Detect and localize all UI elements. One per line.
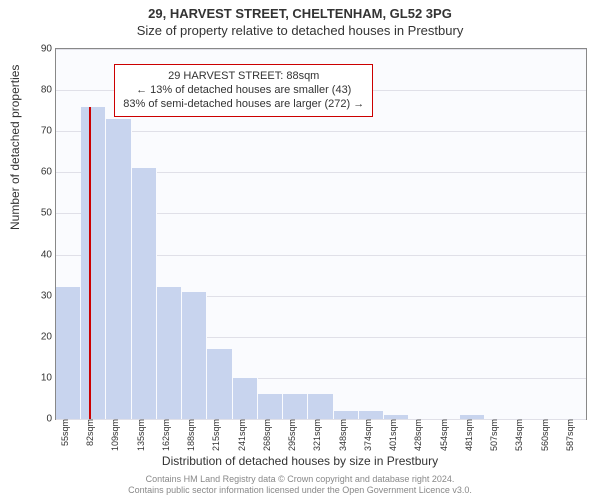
- histogram-bar: [157, 287, 182, 419]
- x-tick-label: 348sqm: [336, 419, 348, 451]
- x-tick-label: 428sqm: [411, 419, 423, 451]
- x-tick-label: 55sqm: [58, 419, 70, 446]
- property-marker-line: [89, 107, 91, 419]
- x-tick-label: 587sqm: [563, 419, 575, 451]
- x-tick-label: 534sqm: [512, 419, 524, 451]
- y-tick-label: 30: [41, 290, 56, 301]
- x-tick-label: 162sqm: [159, 419, 171, 451]
- x-tick-label: 188sqm: [184, 419, 196, 451]
- y-tick-label: 20: [41, 331, 56, 342]
- x-tick-label: 268sqm: [260, 419, 272, 451]
- histogram-bar: [81, 107, 106, 419]
- histogram-bar: [308, 394, 333, 419]
- histogram-bar: [56, 287, 81, 419]
- gridline: [56, 131, 586, 132]
- x-tick-label: 401sqm: [386, 419, 398, 451]
- y-tick-label: 70: [41, 126, 56, 137]
- info-box-line: 83% of semi-detached houses are larger (…: [123, 97, 364, 111]
- y-tick-label: 80: [41, 85, 56, 96]
- x-tick-label: 82sqm: [83, 419, 95, 446]
- x-tick-label: 560sqm: [538, 419, 550, 451]
- x-tick-label: 109sqm: [108, 419, 120, 451]
- histogram-bar: [359, 411, 384, 419]
- x-tick-label: 215sqm: [209, 419, 221, 451]
- y-axis-label: Number of detached properties: [8, 65, 22, 230]
- x-tick-label: 295sqm: [285, 419, 297, 451]
- histogram-bar: [283, 394, 308, 419]
- y-tick-label: 0: [46, 414, 56, 425]
- y-tick-label: 90: [41, 44, 56, 55]
- histogram-bar: [233, 378, 258, 419]
- chart-area: 010203040506070809055sqm82sqm109sqm135sq…: [55, 48, 587, 420]
- info-box-line: ← 13% of detached houses are smaller (43…: [123, 83, 364, 97]
- x-tick-label: 507sqm: [487, 419, 499, 451]
- y-tick-label: 10: [41, 372, 56, 383]
- y-tick-label: 50: [41, 208, 56, 219]
- x-tick-label: 241sqm: [235, 419, 247, 451]
- info-box: 29 HARVEST STREET: 88sqm← 13% of detache…: [114, 64, 373, 117]
- x-tick-label: 454sqm: [437, 419, 449, 451]
- histogram-bar: [182, 292, 207, 419]
- histogram-bar: [334, 411, 359, 419]
- copyright-line: Contains HM Land Registry data © Crown c…: [0, 474, 600, 485]
- y-tick-label: 40: [41, 249, 56, 260]
- x-tick-label: 481sqm: [462, 419, 474, 451]
- y-tick-label: 60: [41, 167, 56, 178]
- gridline: [56, 49, 586, 50]
- histogram-bar: [132, 168, 157, 419]
- histogram-bar: [207, 349, 232, 419]
- histogram-bar: [258, 394, 283, 419]
- title-sub: Size of property relative to detached ho…: [0, 21, 600, 38]
- copyright-line: Contains public sector information licen…: [0, 485, 600, 496]
- histogram-bar: [106, 119, 131, 419]
- chart-container: 29, HARVEST STREET, CHELTENHAM, GL52 3PG…: [0, 0, 600, 500]
- info-box-line: 29 HARVEST STREET: 88sqm: [123, 69, 364, 83]
- x-tick-label: 321sqm: [310, 419, 322, 451]
- x-tick-label: 374sqm: [361, 419, 373, 451]
- copyright: Contains HM Land Registry data © Crown c…: [0, 474, 600, 496]
- title-main: 29, HARVEST STREET, CHELTENHAM, GL52 3PG: [0, 0, 600, 21]
- x-tick-label: 135sqm: [134, 419, 146, 451]
- x-axis-label: Distribution of detached houses by size …: [0, 454, 600, 468]
